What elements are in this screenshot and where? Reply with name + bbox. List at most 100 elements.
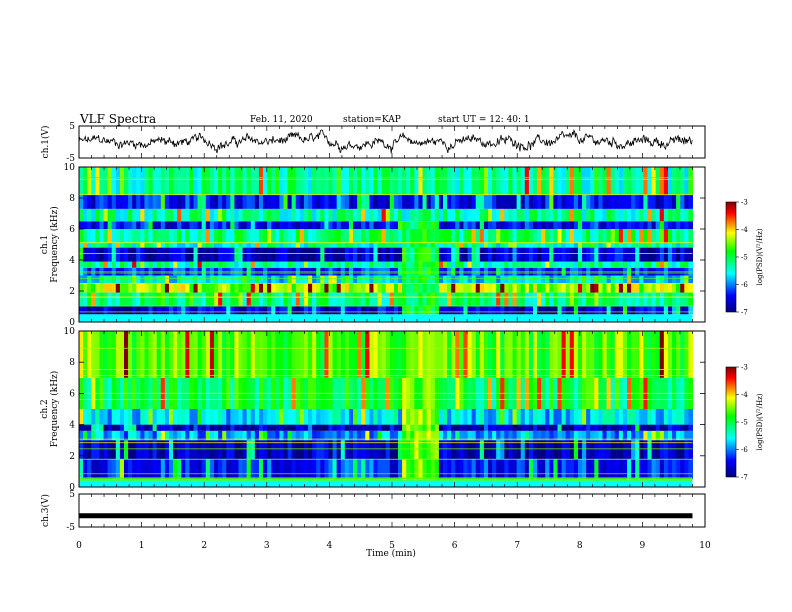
spectrogram-cell bbox=[328, 275, 334, 284]
spectrogram-cell bbox=[438, 167, 444, 195]
spectrogram-cell bbox=[553, 194, 559, 209]
spectrogram-cell bbox=[418, 440, 424, 459]
spectrogram-cell bbox=[492, 242, 497, 248]
spectrogram-cell bbox=[185, 247, 190, 262]
spectrogram-cell bbox=[684, 458, 689, 480]
spectrogram-cell bbox=[610, 409, 616, 425]
spectrogram-cell bbox=[414, 261, 419, 268]
spectrogram-cell bbox=[83, 409, 88, 425]
spectrogram-cell bbox=[173, 430, 178, 441]
spectrogram-cell bbox=[418, 247, 424, 262]
spectrogram-cell bbox=[197, 306, 203, 315]
spectrogram-cell bbox=[418, 242, 424, 248]
spectrogram-cell bbox=[655, 261, 661, 268]
spectrogram-cell bbox=[573, 221, 579, 229]
spectrogram-cell bbox=[475, 275, 481, 284]
spectrogram-cell bbox=[406, 261, 411, 268]
spectrogram-cell bbox=[185, 306, 190, 315]
spectrogram-cell bbox=[132, 292, 137, 307]
spectrogram-cell bbox=[434, 261, 440, 268]
spectrogram-cell bbox=[398, 221, 403, 229]
spectrogram-cell bbox=[373, 440, 379, 459]
spectrogram-cell bbox=[467, 247, 473, 262]
spectrogram-cell bbox=[357, 306, 362, 315]
spectrogram-cell bbox=[622, 208, 628, 222]
spectrogram-cell bbox=[353, 208, 358, 222]
spectrogram-cell bbox=[602, 229, 608, 243]
spectrogram-cell bbox=[602, 331, 608, 378]
spectrogram-cell bbox=[434, 430, 440, 441]
spectrogram-cell bbox=[119, 242, 125, 248]
spectrogram-cell bbox=[475, 292, 481, 307]
spectrogram-cell bbox=[422, 242, 428, 248]
spectrogram-cell bbox=[463, 229, 469, 243]
spectrogram-cell bbox=[479, 208, 485, 222]
spectrogram-cell bbox=[688, 458, 693, 480]
spectrogram-cell bbox=[532, 247, 538, 262]
spectrogram-cell bbox=[520, 331, 526, 378]
spectrogram-cell bbox=[373, 247, 379, 262]
spectrogram-cell bbox=[246, 229, 252, 243]
spectrogram-cell bbox=[520, 221, 526, 229]
spectrogram-cell bbox=[447, 409, 452, 425]
spectrogram-cell bbox=[516, 331, 522, 378]
spectrogram-cell bbox=[426, 242, 432, 248]
spectrogram-cell bbox=[242, 275, 248, 284]
spectrogram-cell bbox=[348, 208, 354, 222]
spectrogram-cell bbox=[537, 242, 542, 248]
spectrogram-cell bbox=[676, 306, 681, 315]
spectrogram-cell bbox=[312, 331, 317, 378]
spectrogram-cell bbox=[107, 229, 113, 243]
colorbar-tick-label: -3 bbox=[741, 199, 748, 207]
spectrogram-cell bbox=[492, 275, 497, 284]
spectrogram-cell bbox=[295, 261, 301, 268]
spectrogram-cell bbox=[667, 409, 673, 425]
spectrogram-cell bbox=[99, 247, 105, 262]
spectrogram-cell bbox=[287, 275, 293, 284]
spectrogram-cell bbox=[426, 430, 432, 441]
spectrogram-cell bbox=[275, 331, 280, 378]
spectrogram-cell bbox=[242, 167, 248, 195]
spectrogram-cell bbox=[512, 292, 518, 307]
spectrogram-cell bbox=[410, 229, 415, 243]
spectrogram-cell bbox=[324, 424, 329, 431]
spectrogram-cell bbox=[132, 208, 137, 222]
spectrogram-cell bbox=[275, 458, 280, 480]
colorbar-scale bbox=[725, 201, 737, 313]
spectrogram-cell bbox=[647, 261, 653, 268]
spectrogram-cell bbox=[246, 430, 252, 441]
spectrogram-cell bbox=[582, 242, 587, 248]
spectrogram-cell bbox=[320, 440, 325, 459]
spectrogram-cell bbox=[177, 430, 182, 441]
spectrogram-cell bbox=[524, 194, 530, 209]
spectrogram-cell bbox=[348, 221, 354, 229]
spectrogram-cell bbox=[95, 440, 100, 459]
spectrogram-cell bbox=[385, 229, 391, 243]
spectrogram-cell bbox=[263, 242, 268, 248]
spectrogram-cell bbox=[573, 229, 579, 243]
spectrogram-cell bbox=[516, 194, 522, 209]
spectrogram-cell bbox=[618, 247, 624, 262]
spectrogram-cell bbox=[83, 261, 88, 268]
spectrogram-cell bbox=[123, 458, 129, 480]
spectrogram-cell bbox=[418, 167, 424, 195]
spectrogram-cell bbox=[406, 208, 411, 222]
spectrogram-cell bbox=[545, 458, 550, 480]
spectrogram-cell bbox=[631, 208, 636, 222]
spectrogram-cell bbox=[336, 306, 342, 315]
spectrogram-cell bbox=[622, 242, 628, 248]
spectrogram-cell bbox=[438, 194, 444, 209]
spectrogram-cell bbox=[308, 229, 313, 243]
spectrogram-cell bbox=[299, 424, 305, 431]
spectrogram-cell bbox=[541, 242, 546, 248]
spectrogram-cell bbox=[438, 440, 444, 459]
spectrogram-cell bbox=[197, 229, 203, 243]
spectrogram-cell bbox=[312, 194, 317, 209]
spectrogram-cell bbox=[152, 292, 158, 307]
spectrogram-cell bbox=[332, 292, 338, 307]
spectrogram-cell bbox=[402, 458, 407, 480]
spectrogram-cell bbox=[487, 440, 493, 459]
spectrogram-cell bbox=[483, 458, 489, 480]
spectrogram-cell bbox=[561, 229, 567, 243]
spectrogram-cell bbox=[369, 167, 374, 195]
